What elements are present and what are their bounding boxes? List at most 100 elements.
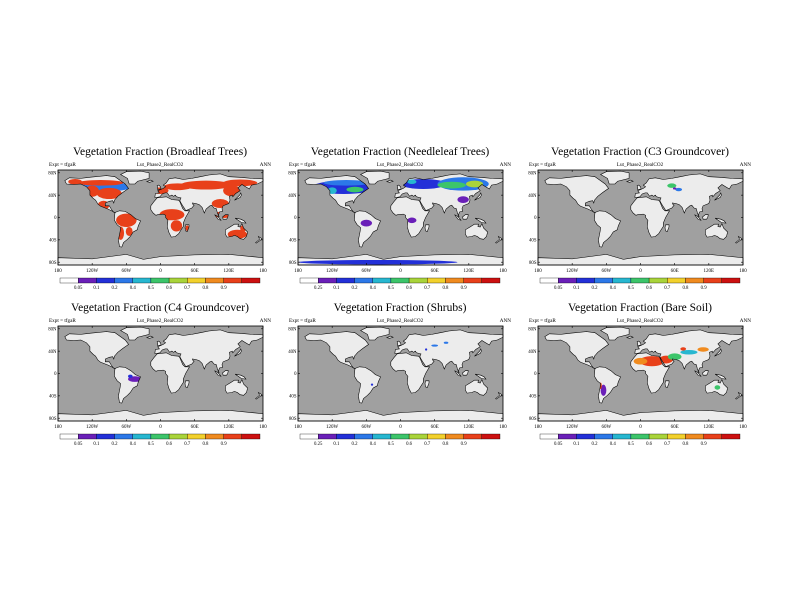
coastline-sumatra xyxy=(694,214,702,221)
period-label: ANN xyxy=(499,162,511,168)
coastline-madagascar xyxy=(184,380,190,388)
coastline-africa xyxy=(150,196,190,238)
coastline-africa xyxy=(630,196,670,238)
landmass-antarctica xyxy=(58,254,263,265)
coastline-japan xyxy=(714,192,722,201)
lat-label: 40S xyxy=(289,239,297,244)
colorbar-label: 0.6 xyxy=(166,442,173,447)
colorbar-swatch xyxy=(336,433,355,440)
lon-label: 0 xyxy=(159,269,162,274)
landmass-britain xyxy=(397,341,402,346)
colorbar-label: 0.9 xyxy=(701,286,708,291)
colorbar-swatch xyxy=(168,433,188,440)
colorbar-label: 0.5 xyxy=(388,442,395,447)
panel-bare-soil: Vegetation Fraction (Bare Soil) Expt = t… xyxy=(525,302,755,482)
landmass-greenland xyxy=(360,171,390,184)
lon-label: 120W xyxy=(566,269,579,274)
coastline-sumatra xyxy=(454,370,462,377)
coastline-australia xyxy=(465,222,488,240)
landmass-greenland xyxy=(120,171,150,184)
fraction-patch xyxy=(633,357,648,365)
landmass-south-america xyxy=(594,210,621,248)
colorbar-swatch xyxy=(445,277,464,284)
landmass-antarctica xyxy=(538,254,743,265)
lon-label: 60W xyxy=(601,269,611,274)
colorbar-swatch xyxy=(408,277,428,284)
landmass-antarctica xyxy=(298,410,503,421)
colorbar-swatch xyxy=(336,277,355,284)
coastline-south-america xyxy=(114,210,141,248)
lon-label: 60W xyxy=(121,425,131,430)
landmass-greenland xyxy=(360,327,390,340)
lat-label: 40N xyxy=(48,350,57,355)
colorbar-label: 0.6 xyxy=(646,286,653,291)
lat-label: 0 xyxy=(54,216,57,221)
lon-label: 180 xyxy=(54,269,62,274)
colorbar-swatch xyxy=(612,277,632,284)
fraction-patch xyxy=(125,227,133,236)
colorbar-label: 0.4 xyxy=(610,286,617,291)
lon-label: 120E xyxy=(704,269,715,274)
vegetation-map: 180 120W 60W 0 60E 120E 180 80N 40N 0 40S 80S 0.05 0.… xyxy=(48,169,267,291)
colorbar-swatch xyxy=(390,277,410,284)
colorbar-swatch xyxy=(667,433,686,440)
coastline-britain xyxy=(636,340,642,346)
landmass-new-guinea xyxy=(475,374,486,380)
coastline-south-america xyxy=(354,366,381,404)
landmass-madagascar xyxy=(185,380,189,388)
colorbar-swatch xyxy=(703,433,722,440)
colorbar-label: 0.9 xyxy=(461,286,468,291)
colorbar-label: 0.4 xyxy=(130,286,137,291)
lat-label: 40S xyxy=(529,395,537,400)
lat-label: 80S xyxy=(289,261,297,266)
lon-label: 180 xyxy=(54,425,62,430)
colorbar-swatch xyxy=(408,433,428,440)
coastline-new-zealand xyxy=(255,391,263,400)
colorbar-label: 0.7 xyxy=(664,442,671,447)
lon-label: 180 xyxy=(499,269,507,274)
fraction-patch xyxy=(116,213,137,227)
colorbar-label: 0.2 xyxy=(352,286,359,291)
landmass-north-america xyxy=(64,331,129,369)
colorbar-label: 0.9 xyxy=(221,442,228,447)
coastline-north-america xyxy=(64,175,129,214)
colorbar-label: 0.6 xyxy=(406,442,413,447)
fraction-patch xyxy=(667,183,677,188)
fraction-patch xyxy=(77,180,124,186)
landmass-new-guinea xyxy=(235,218,246,224)
landmass-south-america xyxy=(594,366,621,404)
lat-label: 0 xyxy=(294,216,297,221)
lon-label: 180 xyxy=(499,425,507,430)
vegetation-field xyxy=(128,374,168,382)
colorbar-label: 0.7 xyxy=(184,286,191,291)
coastline-australia xyxy=(225,378,248,396)
coastline-sumatra xyxy=(694,370,702,377)
coastline-new-zealand xyxy=(495,391,503,400)
lon-label: 60E xyxy=(191,425,199,430)
coastline-new-zealand xyxy=(735,391,743,400)
colorbar-swatch xyxy=(630,433,650,440)
colorbar-label: 0.1 xyxy=(333,286,340,291)
lon-label: 120W xyxy=(86,269,99,274)
landmass-greenland xyxy=(600,327,630,340)
panel-shrubs: Vegetation Fraction (Shrubs) Expt = tfga… xyxy=(285,302,515,482)
colorbar-swatch xyxy=(223,433,242,440)
coastline-new-guinea xyxy=(714,217,727,224)
landmass-sumatra xyxy=(454,370,461,377)
expt-label: Expt = tfgaR xyxy=(529,162,556,168)
fraction-patch xyxy=(465,180,484,188)
coastline-madagascar xyxy=(664,224,670,232)
coastline-south-america xyxy=(354,210,381,248)
colorbar-swatch xyxy=(721,277,741,284)
landmass-new-guinea xyxy=(475,218,486,224)
coastline-greenland xyxy=(600,170,630,185)
colorbar-swatch xyxy=(114,433,133,440)
colorbar-swatch xyxy=(354,433,373,440)
coastline-south-america xyxy=(594,210,621,248)
lon-label: 120E xyxy=(704,425,715,430)
colorbar-label: 0.4 xyxy=(370,442,377,447)
coastline-eurasia xyxy=(634,173,744,218)
colorbar-swatch xyxy=(241,433,261,440)
coastline-madagascar xyxy=(184,224,190,232)
lon-label: 60E xyxy=(671,269,679,274)
